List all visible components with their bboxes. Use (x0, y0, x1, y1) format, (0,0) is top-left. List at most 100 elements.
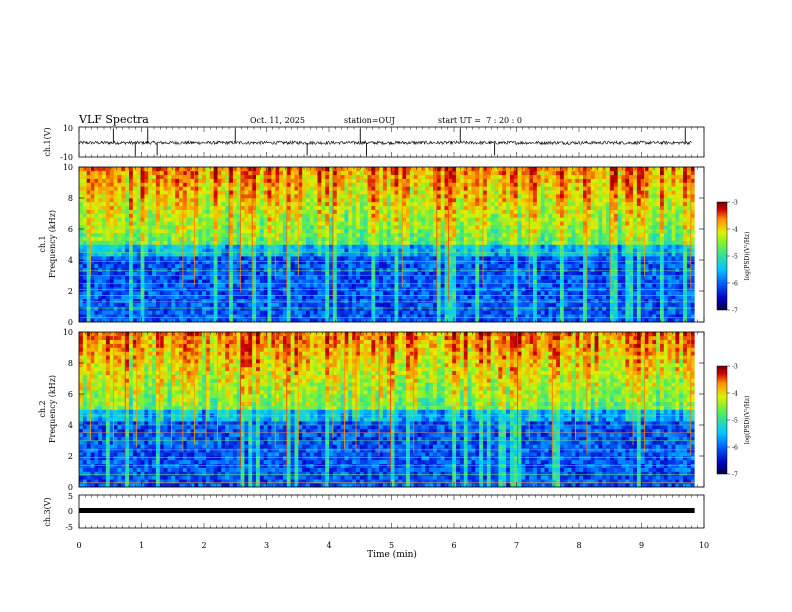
spectrogram-cell (98, 314, 103, 319)
spectrogram-cell (371, 298, 376, 303)
spectrogram-cell (167, 240, 172, 245)
spectrogram-cell (294, 170, 299, 176)
spectrogram-cell (179, 244, 184, 249)
spectrogram-cell (236, 252, 241, 257)
spectrogram-cell (525, 170, 530, 176)
spectrogram-cell (386, 178, 391, 183)
spectrogram-cell (456, 167, 461, 172)
spectrogram-cell (132, 283, 138, 288)
spectrogram-cell (132, 302, 138, 307)
spectrogram-cell (348, 205, 353, 210)
spectrogram-cell (402, 302, 407, 307)
spectrogram-cell (209, 170, 214, 176)
spectrogram-cell (159, 205, 164, 210)
spectrogram-cell (90, 248, 95, 253)
spectrogram-cell (379, 198, 384, 203)
spectrogram-cell (248, 198, 253, 203)
spectrogram-cell (517, 294, 522, 300)
spectrogram-cell (229, 256, 234, 261)
spectrogram-cell (367, 167, 372, 172)
spectrogram-cell (371, 217, 376, 222)
spectrogram-cell (306, 225, 311, 230)
spectrogram-cell (121, 225, 126, 230)
spectrogram-cell (398, 167, 403, 172)
spectrogram-cell (236, 232, 241, 238)
spectrogram-cell (132, 194, 138, 199)
spectrogram-cell (244, 182, 249, 187)
spectrogram-cell (406, 267, 411, 272)
spectrogram-cell (290, 252, 295, 257)
spectrogram-cell (313, 291, 318, 296)
spectrogram-cell (513, 291, 518, 296)
spectrogram-cell (413, 198, 418, 203)
spectrogram-cell (379, 174, 384, 179)
spectrogram-cell (452, 256, 457, 261)
spectrogram-cell (521, 178, 526, 183)
spectrogram-cell (248, 310, 253, 315)
spectrogram-cell (125, 256, 130, 261)
spectrogram-cell (263, 298, 268, 303)
spectrogram-cell (479, 186, 484, 191)
spectrogram-cell (198, 213, 203, 218)
spectrogram-cell (79, 205, 84, 210)
spectrogram-cell (467, 248, 472, 253)
spectrogram-cell (490, 236, 495, 241)
spectrogram-cell (363, 201, 368, 207)
spectrogram-cell (298, 244, 303, 249)
spectrogram-cell (190, 298, 195, 303)
spectrogram-cell (148, 275, 153, 280)
spectrogram-cell (132, 213, 138, 218)
spectrogram-cell (402, 298, 407, 303)
spectrogram-cell (109, 271, 114, 276)
spectrogram-cell (432, 213, 438, 218)
spectrogram-cell (317, 190, 322, 195)
spectrogram-cell (344, 170, 349, 176)
spectrogram-cell (336, 225, 341, 230)
spectrogram-cell (140, 190, 145, 195)
spectrogram-cell (144, 190, 149, 195)
spectrogram-cell (521, 263, 526, 269)
spectrogram-cell (202, 248, 207, 253)
spectrogram-cell (325, 167, 330, 172)
spectrogram-cell (105, 306, 111, 311)
spectrogram-cell (236, 314, 241, 319)
spectrogram-cell (179, 229, 184, 234)
spectrogram-cell (275, 314, 280, 319)
spectrogram-cell (148, 201, 153, 207)
spectrogram-cell (317, 294, 322, 300)
spectrogram-cell (202, 194, 207, 199)
spectrogram-cell (536, 306, 542, 311)
spectrogram-cell (486, 167, 491, 172)
spectrogram-cell (386, 213, 391, 218)
spectrogram-cell (475, 225, 480, 230)
spectrogram-cell (175, 225, 180, 230)
spectrogram-cell (94, 240, 99, 245)
spectrogram-cell (413, 252, 418, 257)
spectrogram-cell (121, 248, 126, 253)
spectrogram-cell (483, 291, 488, 296)
spectrogram-cell (132, 182, 138, 187)
spectrogram-cell (213, 198, 218, 203)
spectrogram-cell (236, 167, 241, 172)
spectrogram-cell (344, 198, 349, 203)
spectrogram-cell (429, 267, 434, 272)
spectrogram-cell (332, 201, 338, 207)
spectrogram-cell (275, 263, 280, 269)
spectrogram-cell (513, 240, 518, 245)
spectrogram-cell (94, 194, 99, 199)
spectrogram-cell (459, 170, 465, 176)
spectrogram-cell (190, 244, 195, 249)
spectrogram-cell (244, 194, 249, 199)
spectrogram-cell (302, 291, 307, 296)
spectrogram-cell (229, 263, 234, 269)
spectrogram-cell (132, 318, 138, 323)
spectrogram-cell (394, 271, 399, 276)
spectrogram-cell (525, 182, 530, 187)
spectrogram-cell (529, 221, 534, 226)
spectrogram-cell (371, 279, 376, 284)
spectrogram-cell (159, 186, 164, 191)
spectrogram-cell (102, 194, 107, 199)
spectrogram-cell (225, 240, 230, 245)
spectrogram-cell (259, 244, 264, 249)
spectrogram-cell (386, 263, 391, 269)
